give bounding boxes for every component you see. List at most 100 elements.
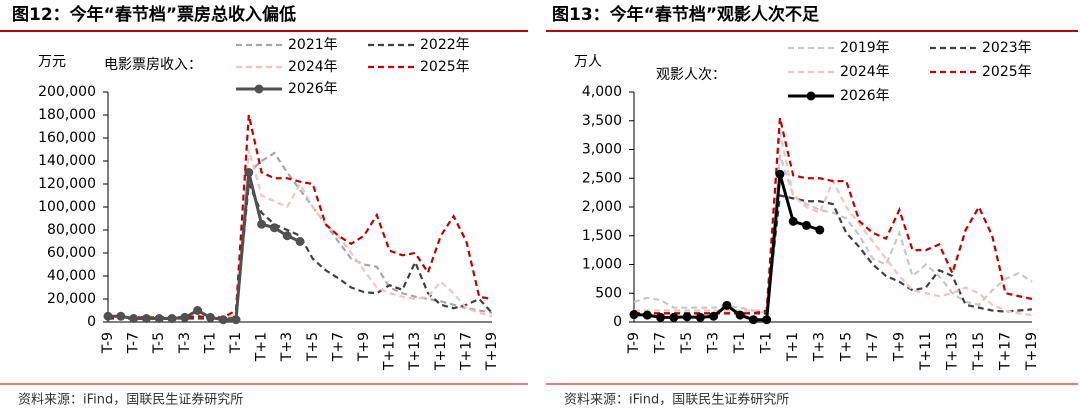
y-tick-label: 4,000 — [582, 84, 622, 100]
x-tick-label: T-1 — [732, 332, 748, 354]
series-line — [633, 173, 821, 322]
y-tick-label: 60,000 — [47, 245, 96, 261]
series-marker — [642, 310, 652, 320]
series-line — [634, 117, 1033, 315]
chart-title: 图12：今年“春节档”票房总收入偏低 — [12, 4, 296, 25]
x-tick-label: T+9 — [891, 332, 907, 362]
x-tick-label: T-7 — [126, 332, 142, 354]
series-marker — [788, 216, 798, 226]
x-tick-label: T+15 — [971, 332, 987, 371]
series-marker — [231, 315, 241, 325]
series-marker — [775, 169, 785, 179]
x-tick-label: T+7 — [865, 332, 881, 362]
x-tick-label: T+15 — [433, 332, 449, 371]
series-marker — [801, 220, 811, 230]
series-marker — [709, 311, 719, 321]
series-marker — [762, 315, 772, 325]
source: 资料来源：iFind，国联民生证券研究所 — [18, 392, 243, 408]
legend-label: 2025年 — [982, 64, 1032, 80]
legend-label: 2026年 — [288, 81, 338, 97]
x-tick-label: T+3 — [812, 332, 828, 362]
legend-title: 观影人次： — [656, 67, 726, 83]
series-line — [633, 154, 1033, 315]
series-marker — [295, 237, 305, 246]
y-tick-label: 500 — [595, 285, 622, 301]
legend-label: 2022年 — [420, 37, 470, 53]
legend-label: 2021年 — [288, 37, 338, 53]
x-tick-label: T+1 — [254, 332, 270, 362]
x-tick-label: T+9 — [356, 332, 372, 362]
y-tick-label: 200,000 — [38, 84, 96, 100]
source: 资料来源：iFind，国联民生证券研究所 — [564, 392, 789, 408]
legend-marker — [254, 84, 264, 94]
series-marker — [167, 314, 177, 324]
x-tick-label: T+17 — [458, 332, 474, 371]
legend-label: 2023年 — [982, 40, 1032, 56]
y-unit: 万人 — [574, 54, 602, 70]
y-tick-label: 40,000 — [47, 268, 96, 284]
series-marker — [257, 219, 267, 229]
legend-label: 2024年 — [840, 64, 890, 80]
legend-marker — [806, 91, 816, 101]
series-line — [108, 172, 301, 322]
series-marker — [629, 310, 639, 320]
y-tick-label: 2,500 — [582, 170, 622, 186]
x-tick-label: T-1 — [759, 332, 775, 354]
y-tick-label: 120,000 — [38, 176, 96, 192]
x-tick-label: T+11 — [382, 332, 398, 371]
x-tick-label: T+11 — [918, 332, 934, 371]
x-tick-label: T+17 — [997, 332, 1013, 371]
x-tick-label: T-7 — [653, 332, 669, 354]
y-tick-label: 100,000 — [38, 199, 96, 215]
legend-label: 2024年 — [288, 59, 338, 75]
legend-label: 2026年 — [840, 88, 890, 104]
y-unit: 万元 — [38, 54, 66, 70]
series-marker — [735, 310, 745, 320]
series-line — [634, 132, 1033, 317]
y-tick-label: 1,500 — [582, 228, 622, 244]
legend-label: 2025年 — [420, 59, 470, 75]
series-marker — [815, 225, 825, 235]
series-marker — [656, 312, 666, 322]
x-tick-label: T-9 — [626, 332, 642, 354]
x-tick-label: T-1 — [202, 332, 218, 354]
y-tick-label: 3,000 — [582, 142, 622, 158]
y-tick-label: 140,000 — [38, 153, 96, 169]
x-tick-label: T+19 — [1024, 332, 1040, 371]
series-marker — [695, 312, 705, 322]
series-marker — [269, 223, 279, 233]
y-tick-label: 2,000 — [582, 199, 622, 215]
x-tick-label: T-1 — [228, 332, 244, 354]
x-tick-label: T+13 — [407, 332, 423, 371]
series-marker — [141, 314, 151, 324]
y-tick-label: 0 — [87, 314, 96, 330]
x-tick-label: T+1 — [785, 332, 801, 362]
y-tick-label: 180,000 — [38, 107, 96, 123]
series-line — [108, 114, 493, 319]
x-tick-label: T-3 — [177, 332, 193, 354]
series-marker — [116, 311, 126, 321]
y-tick-label: 80,000 — [47, 222, 96, 238]
series-marker — [218, 315, 228, 325]
x-tick-label: T+19 — [484, 332, 500, 371]
x-tick-label: T+5 — [305, 332, 321, 362]
y-tick-label: 3,500 — [582, 113, 622, 129]
series-marker — [669, 312, 679, 322]
panel-right: 图13：今年“春节档”观影人次不足 万人 观影人次： 资料来源：iFind，国联… — [546, 4, 1078, 408]
series-marker — [682, 312, 692, 322]
series-marker — [722, 300, 732, 310]
y-tick-label: 1,000 — [582, 257, 622, 273]
series-marker — [193, 306, 203, 315]
series-marker — [282, 231, 292, 241]
chart-title: 图13：今年“春节档”观影人次不足 — [552, 4, 819, 25]
series-line — [108, 151, 493, 320]
legend-title: 电影票房收入： — [104, 57, 202, 73]
y-tick-label: 0 — [613, 314, 622, 330]
series-marker — [748, 315, 758, 325]
panel-left: 图12：今年“春节档”票房总收入偏低 万元 电影票房收入： 资料来源：iFind… — [0, 4, 528, 408]
series-marker — [103, 311, 113, 321]
series-line — [634, 194, 1033, 315]
x-tick-label: T-5 — [679, 332, 695, 354]
series-marker — [205, 312, 215, 322]
